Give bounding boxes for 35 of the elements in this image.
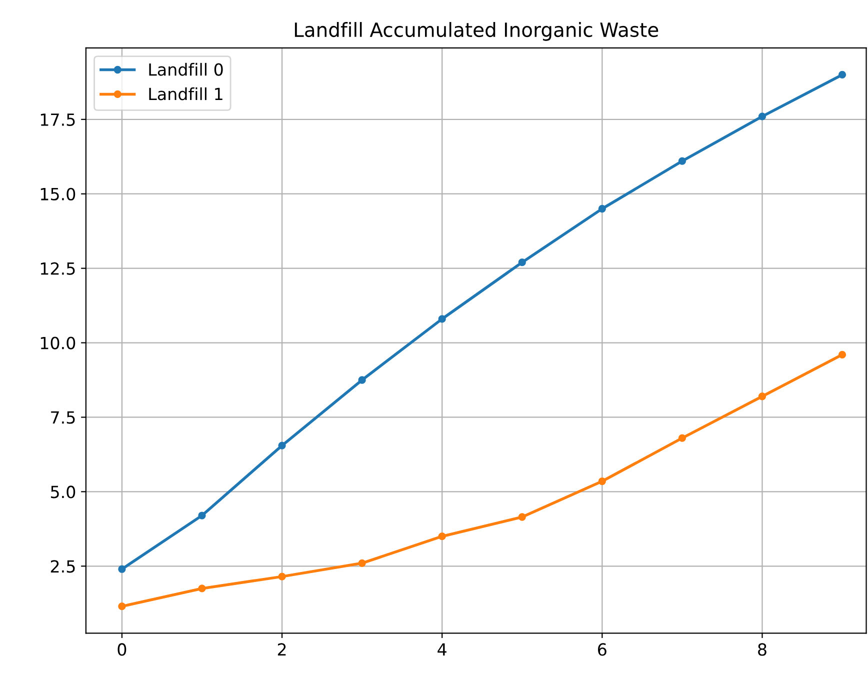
point <box>198 512 206 520</box>
point <box>118 565 126 573</box>
legend-label: Landfill 0 <box>149 62 223 76</box>
point <box>278 572 286 580</box>
y-tick-label: 12.5 <box>40 262 75 275</box>
legend-label: Landfill 1 <box>149 87 222 100</box>
y-tick-label: 5.0 <box>50 486 76 498</box>
point <box>518 513 526 521</box>
point <box>598 204 606 213</box>
x-tick-label: 4 <box>438 643 446 656</box>
y-tick-label: 15.0 <box>40 188 76 200</box>
point <box>198 584 206 592</box>
point <box>358 376 366 384</box>
point <box>438 532 446 540</box>
point <box>118 602 126 610</box>
point <box>678 157 686 165</box>
point <box>438 315 446 323</box>
point <box>838 70 846 79</box>
chart-title: Landfill Accumulated Inorganic Waste <box>294 22 658 41</box>
point <box>758 112 766 120</box>
point <box>758 392 766 400</box>
y-tick-label: 2.5 <box>50 560 75 573</box>
point <box>838 350 846 359</box>
y-tick-label: 10.0 <box>40 336 76 350</box>
x-tick-label: 8 <box>758 643 766 656</box>
point <box>518 258 526 266</box>
point <box>278 442 286 450</box>
y-tick-label: 7.5 <box>51 411 75 424</box>
x-tick-label: 6 <box>598 643 606 656</box>
point <box>598 477 606 486</box>
x-tick-label: 2 <box>278 643 286 656</box>
y-tick-label: 17.5 <box>40 114 75 126</box>
point <box>358 559 366 567</box>
point <box>678 434 686 442</box>
x-tick-label: 0 <box>118 643 126 656</box>
